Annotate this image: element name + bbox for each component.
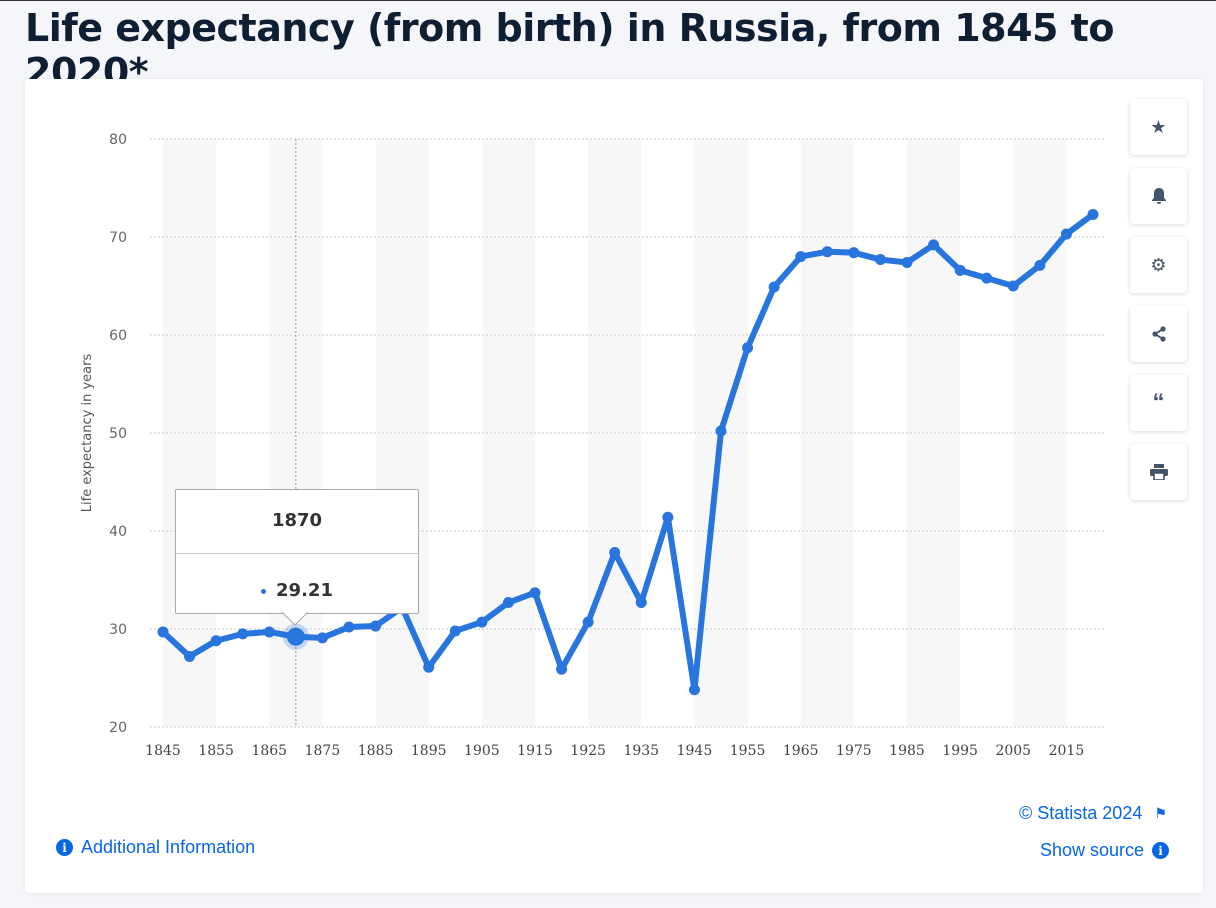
data-point-active: [286, 627, 305, 646]
data-point: [343, 621, 355, 633]
x-tick-label: 1895: [411, 743, 447, 759]
data-point: [662, 511, 674, 523]
x-tick-label: 1885: [358, 743, 394, 759]
info-icon: i: [1152, 842, 1170, 859]
data-point: [263, 626, 275, 638]
data-point: [742, 342, 754, 354]
share-icon: [1151, 326, 1166, 342]
print-button[interactable]: [1130, 444, 1187, 500]
top-border: [0, 0, 1216, 1]
data-point: [688, 684, 700, 696]
data-point: [316, 632, 328, 644]
tooltip-value-row: 29.21: [176, 580, 418, 601]
data-point: [1087, 208, 1099, 220]
favorite-button[interactable]: ★: [1130, 99, 1187, 155]
x-tick-label: 1935: [623, 743, 659, 759]
statista-copyright-link[interactable]: © Statista 2024 ⚑: [1019, 803, 1167, 824]
share-button[interactable]: [1130, 306, 1187, 362]
settings-button[interactable]: ⚙: [1130, 237, 1187, 293]
data-point: [237, 628, 249, 640]
data-point: [821, 246, 833, 258]
y-tick-label: 80: [109, 132, 127, 148]
cite-button[interactable]: “: [1130, 375, 1187, 431]
additional-information-link[interactable]: i Additional Information: [56, 837, 255, 858]
data-point: [635, 597, 647, 609]
data-point: [768, 281, 780, 293]
data-point: [1034, 259, 1046, 271]
x-tick-label: 1965: [783, 743, 819, 759]
data-point: [556, 663, 568, 675]
x-tick-label: 1875: [305, 743, 341, 759]
x-tick-label: 1945: [677, 743, 713, 759]
x-tick-label: 1995: [942, 743, 978, 759]
x-tick-label: 1985: [889, 743, 925, 759]
data-point: [1060, 228, 1072, 240]
tooltip-year: 1870: [271, 510, 323, 531]
data-point: [715, 425, 727, 437]
data-point: [210, 635, 222, 647]
y-tick-label: 30: [109, 622, 127, 638]
x-tick-label: 2005: [995, 743, 1031, 759]
x-tick-label: 1915: [517, 743, 553, 759]
show-source-text: Show source: [1040, 840, 1145, 860]
x-tick-label: 1925: [570, 743, 606, 759]
star-icon: ★: [1150, 116, 1167, 137]
x-tick-label: 1865: [251, 743, 287, 759]
data-point: [874, 254, 886, 266]
x-tick-label: 2015: [1049, 743, 1085, 759]
quote-icon: “: [1152, 389, 1165, 416]
data-point: [582, 616, 594, 628]
data-point: [502, 597, 514, 609]
x-tick-label: 1845: [145, 743, 181, 759]
gear-icon: ⚙: [1150, 254, 1167, 275]
data-point: [609, 547, 621, 559]
data-point: [370, 620, 382, 632]
show-source-link[interactable]: Show source i: [1040, 840, 1170, 861]
data-point: [476, 616, 488, 628]
x-tick-label: 1855: [198, 743, 234, 759]
data-point: [848, 247, 860, 259]
data-point: [157, 626, 169, 638]
info-icon: i: [56, 839, 73, 856]
y-axis-label: Life expectancy in years: [80, 354, 95, 513]
x-tick-label: 1905: [464, 743, 500, 759]
series-dot-icon: [261, 588, 267, 594]
data-point: [184, 650, 196, 662]
y-tick-label: 20: [109, 720, 127, 736]
bell-icon: [1151, 188, 1166, 204]
x-tick-label: 1975: [836, 743, 872, 759]
y-tick-label: 40: [109, 524, 127, 540]
notification-button[interactable]: [1130, 168, 1187, 224]
tooltip-divider: [176, 553, 418, 554]
data-point: [901, 256, 913, 268]
y-tick-label: 70: [109, 230, 127, 246]
additional-info-text: Additional Information: [81, 837, 256, 857]
data-point: [529, 587, 541, 599]
print-icon: [1149, 464, 1168, 480]
data-point: [1007, 280, 1019, 292]
y-tick-label: 60: [109, 328, 127, 344]
x-tick-label: 1955: [730, 743, 766, 759]
data-point: [423, 661, 435, 673]
flag-icon: ⚑: [1154, 805, 1167, 821]
y-tick-label: 50: [109, 426, 127, 442]
data-point: [954, 264, 966, 276]
copyright-text: © Statista 2024: [1019, 803, 1143, 823]
data-point: [795, 251, 807, 263]
tooltip-value: 29.21: [276, 580, 333, 601]
data-point: [928, 239, 940, 251]
data-point: [449, 625, 461, 637]
data-point: [981, 272, 993, 284]
tooltip: 1870 29.21: [175, 489, 419, 614]
